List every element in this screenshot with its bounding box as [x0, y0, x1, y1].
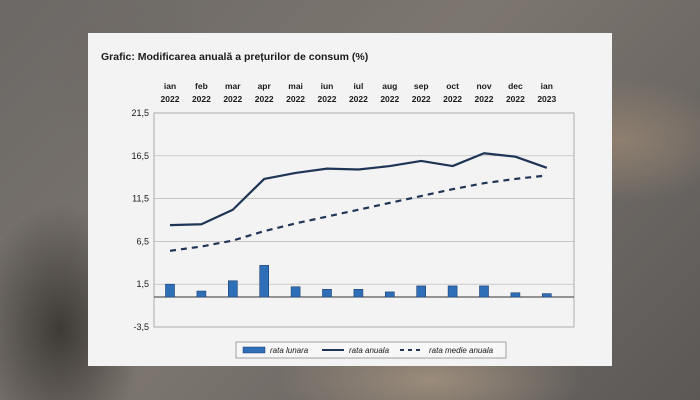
line-rata-anuala — [169, 152, 548, 227]
x-tick-month: apr — [258, 81, 272, 91]
x-tick-month: ian — [164, 81, 176, 91]
x-tick-year: 2022 — [506, 94, 525, 104]
bar-rata-lunara — [228, 280, 238, 298]
chart-svg: 21,5 16,5 11,5 6,5 1,5 -3,5 ian 2022 feb 2022 mar 2… — [131, 81, 575, 359]
bar-rata-lunara — [416, 285, 427, 298]
x-tick-year: 2022 — [161, 94, 180, 104]
x-tick-year: 2022 — [286, 94, 305, 104]
x-tick-year: 2023 — [537, 94, 556, 104]
bar-rata-lunara — [259, 265, 269, 298]
bar-rata-lunara — [541, 293, 552, 298]
x-tick-year: 2022 — [349, 94, 368, 104]
x-tick-month: ian — [541, 81, 553, 91]
x-tick-month: mai — [288, 81, 303, 91]
legend-label-rata-anuala: rata anuala — [349, 346, 390, 355]
chart-card: Grafic: Modificarea anuală a prețurilor … — [88, 33, 612, 366]
bar-rata-lunara — [165, 283, 175, 298]
x-tick-month: dec — [508, 81, 523, 91]
bar-rata-lunara — [479, 285, 489, 298]
x-tick-month: aug — [382, 81, 397, 91]
bar-rata-lunara — [322, 289, 332, 298]
y-tick-label: 16,5 — [131, 151, 149, 161]
x-tick-month: oct — [446, 81, 459, 91]
y-tick-label: 6,5 — [136, 236, 149, 246]
bar-rata-lunara — [510, 292, 521, 298]
x-tick-month: iul — [353, 81, 363, 91]
legend-label-rata-medie-anuala: rata medie anuala — [429, 346, 494, 355]
x-tick-year: 2022 — [412, 94, 431, 104]
x-tick-year: 2022 — [192, 94, 211, 104]
x-tick-year: 2022 — [255, 94, 274, 104]
bar-rata-lunara — [384, 291, 395, 298]
chart-title: Grafic: Modificarea anuală a prețurilor … — [101, 51, 369, 63]
x-tick-year: 2022 — [223, 94, 242, 104]
line-rata-medie-anuala — [169, 174, 547, 252]
y-tick-label: 21,5 — [131, 108, 149, 118]
bar-rata-lunara — [290, 286, 301, 298]
x-tick-year: 2022 — [475, 94, 494, 104]
x-tick-year: 2022 — [443, 94, 462, 104]
x-tick-month: iun — [321, 81, 334, 91]
bar-rata-lunara — [447, 285, 458, 298]
legend-label-rata-lunara: rata lunara — [270, 346, 309, 355]
bar-rata-lunara — [353, 289, 364, 298]
x-tick-year: 2022 — [380, 94, 399, 104]
legend-box — [235, 341, 507, 359]
y-tick-label: 11,5 — [132, 194, 149, 204]
bar-rata-lunara — [196, 290, 207, 298]
x-tick-month: feb — [195, 81, 208, 91]
y-tick-label: -3,5 — [133, 322, 149, 332]
x-tick-month: sep — [414, 81, 429, 91]
x-tick-year: 2022 — [318, 94, 337, 104]
x-tick-month: nov — [476, 81, 491, 91]
legend-swatch-rata-lunara — [242, 346, 266, 354]
x-tick-month: mar — [225, 81, 241, 91]
plot-area — [153, 112, 575, 328]
y-tick-label: 1,5 — [136, 279, 149, 289]
